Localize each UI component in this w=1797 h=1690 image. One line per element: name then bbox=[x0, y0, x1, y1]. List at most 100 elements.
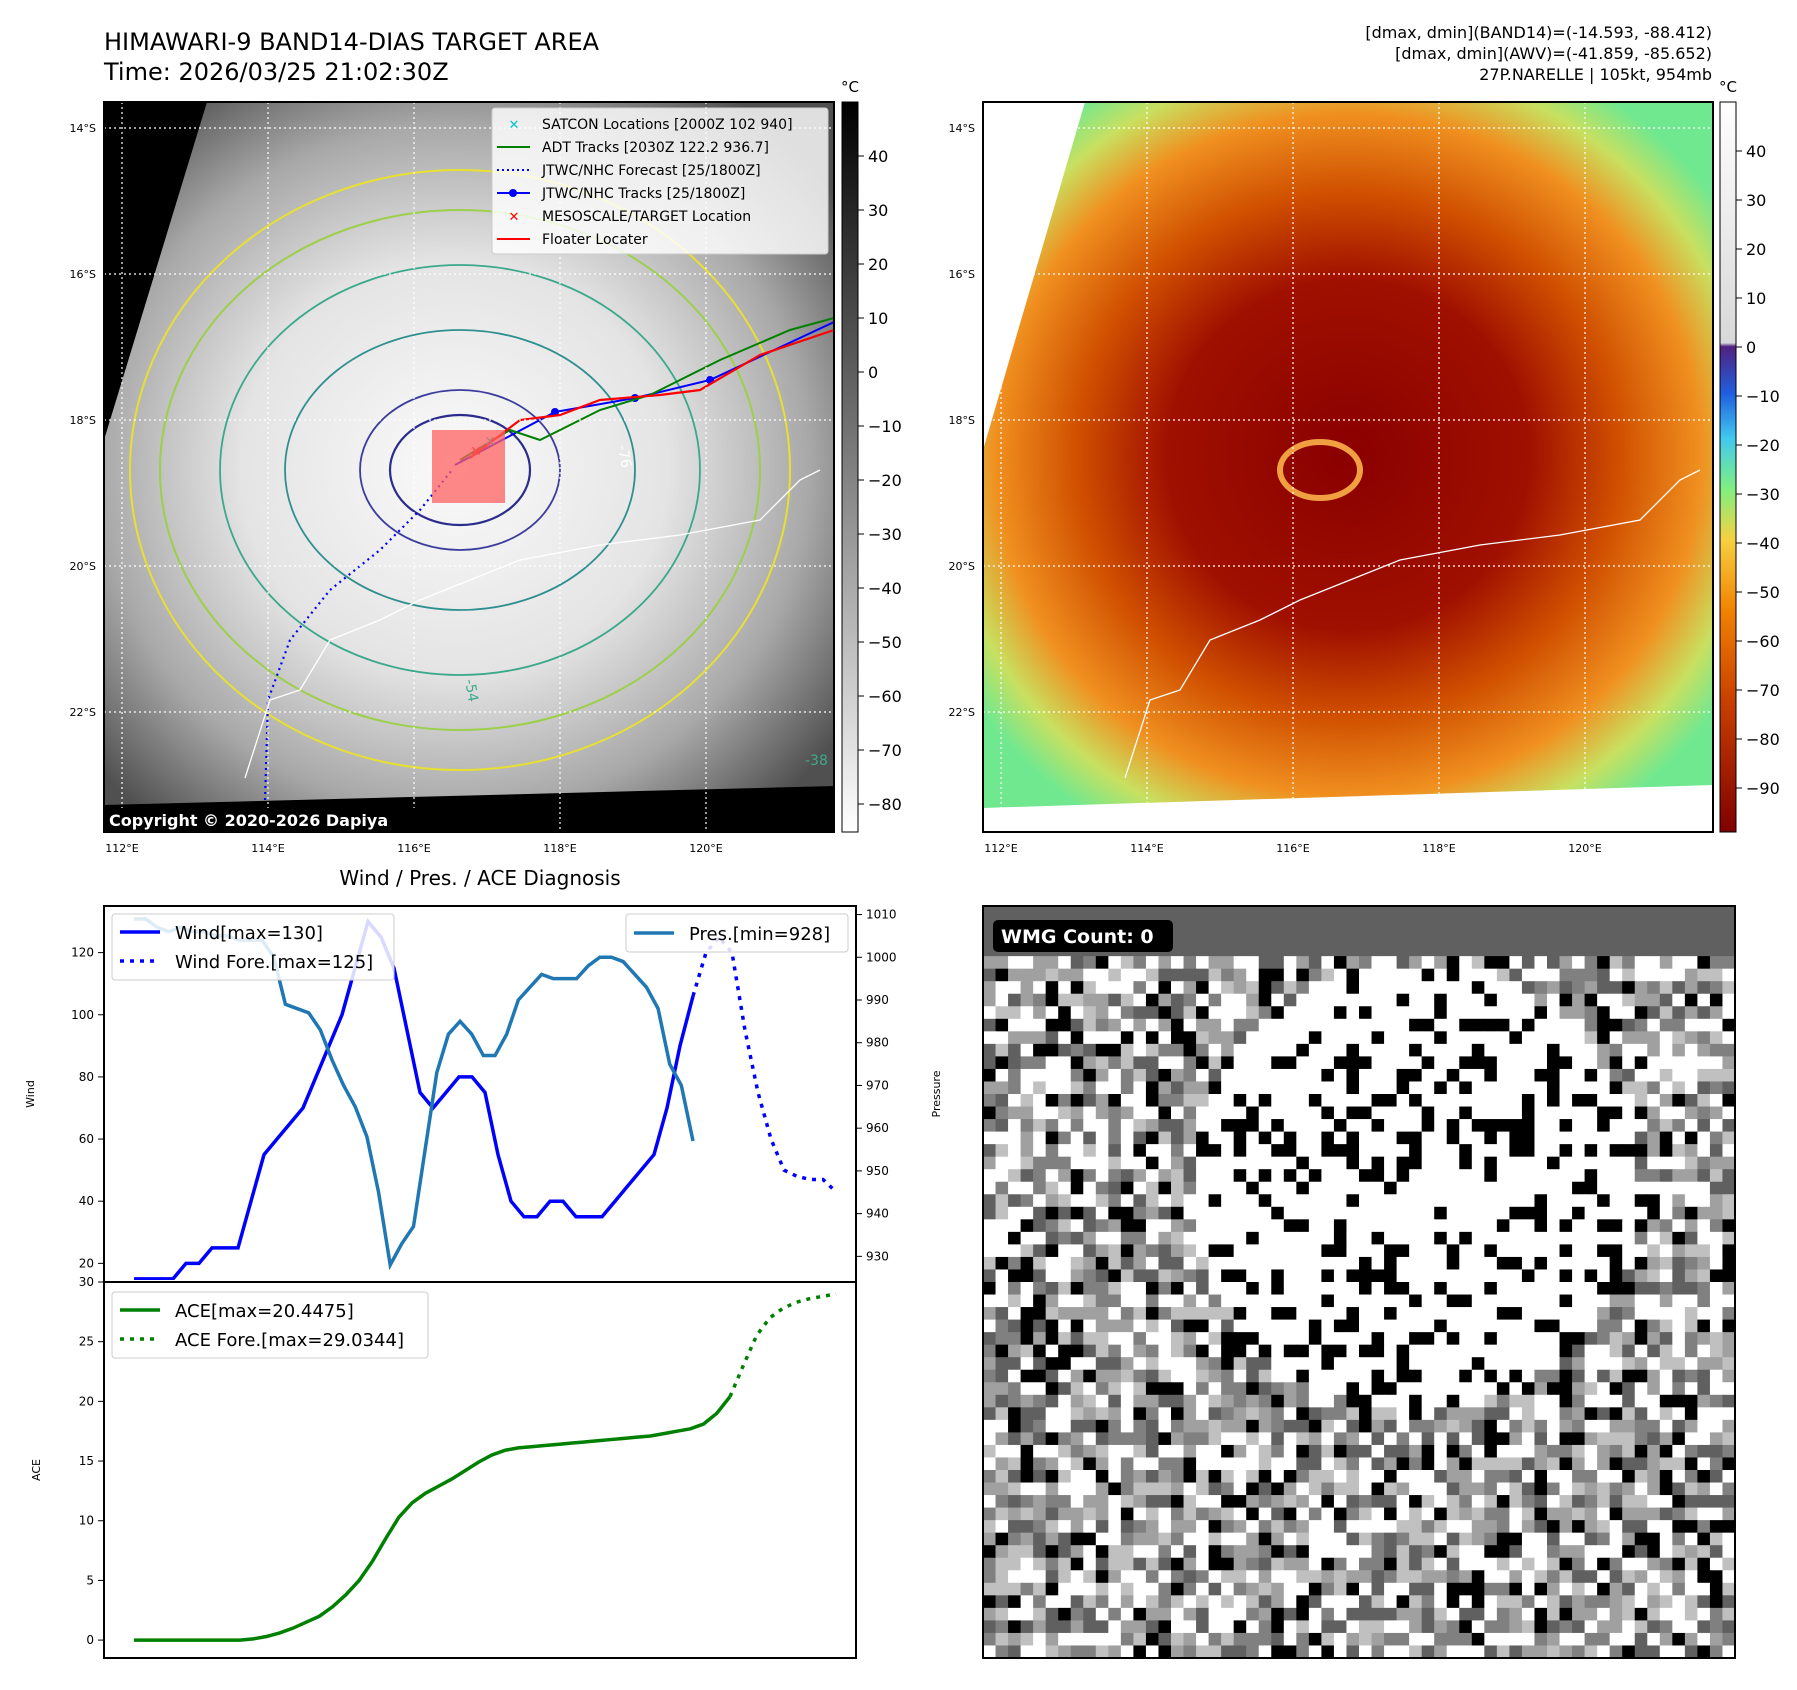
wmg-cell bbox=[1271, 1595, 1285, 1609]
contour-ring bbox=[388, 413, 532, 527]
wmg-cell bbox=[983, 1181, 997, 1195]
wmg-cell bbox=[1183, 1432, 1197, 1446]
wmg-cell bbox=[1409, 1432, 1423, 1446]
wmg-cell bbox=[1547, 1144, 1561, 1158]
wmg-cell bbox=[1145, 1332, 1159, 1346]
wmg-cell bbox=[1547, 968, 1561, 982]
wmg-cell bbox=[1722, 1332, 1735, 1346]
eye-ring bbox=[1277, 439, 1363, 501]
wmg-cell bbox=[1584, 1018, 1598, 1032]
wmg-cell bbox=[1183, 1570, 1197, 1584]
wmg-cell bbox=[1145, 1181, 1159, 1195]
wmg-cell bbox=[1534, 1144, 1548, 1158]
wmg-cell bbox=[1547, 1056, 1561, 1070]
wmg-cell bbox=[1033, 1457, 1047, 1471]
legend-label: SATCON Locations [2000Z 102 940] bbox=[542, 117, 793, 133]
wmg-cell bbox=[1672, 1094, 1686, 1108]
wmg-cell bbox=[1421, 1194, 1435, 1208]
wmg-cell bbox=[1534, 1106, 1548, 1120]
wmg-cell bbox=[1371, 1094, 1385, 1108]
wmg-cell bbox=[1597, 1545, 1611, 1559]
wmg-cell bbox=[995, 1482, 1009, 1496]
wmg-cell bbox=[1070, 1457, 1084, 1471]
wmg-cell bbox=[1208, 1570, 1222, 1584]
wmg-cell bbox=[1208, 1520, 1222, 1534]
wmg-cell bbox=[1095, 1169, 1109, 1183]
wmg-cell bbox=[1296, 1181, 1310, 1195]
wmg-cell bbox=[1534, 1407, 1548, 1421]
wmg-cell bbox=[1158, 1419, 1172, 1433]
wmg-cell bbox=[1471, 1119, 1485, 1133]
wmg-cell bbox=[1183, 1357, 1197, 1371]
wmg-cell bbox=[1258, 1006, 1272, 1020]
wmg-cell bbox=[1070, 1081, 1084, 1095]
wmg-cell bbox=[1033, 1570, 1047, 1584]
wmg-cell bbox=[1672, 1520, 1686, 1534]
wmg-cell bbox=[1434, 1156, 1448, 1170]
colorbar-tick-label: −10 bbox=[868, 417, 902, 436]
wmg-cell bbox=[1547, 1131, 1561, 1145]
wmg-cell bbox=[1434, 1282, 1448, 1296]
wmg-cell bbox=[1020, 1570, 1034, 1584]
wmg-cell bbox=[995, 1043, 1009, 1057]
wmg-cell bbox=[1659, 993, 1673, 1007]
wmg-cell bbox=[1246, 1119, 1260, 1133]
wmg-cell bbox=[1622, 1269, 1636, 1283]
wmg-cell bbox=[1246, 1482, 1260, 1496]
wmg-cell bbox=[983, 1607, 997, 1621]
wmg-cell bbox=[1647, 1068, 1661, 1082]
wmg-cell bbox=[1158, 1332, 1172, 1346]
wmg-cell bbox=[1058, 1332, 1072, 1346]
wmg-cell bbox=[1409, 1382, 1423, 1396]
map-gridlines bbox=[983, 102, 1713, 832]
wmg-cell bbox=[1033, 981, 1047, 995]
wmg-cell bbox=[1120, 1482, 1134, 1496]
wmg-cell bbox=[1133, 1319, 1147, 1333]
wmg-cell bbox=[1133, 1645, 1147, 1658]
wmg-cell bbox=[1296, 993, 1310, 1007]
wmg-cell bbox=[995, 1294, 1009, 1308]
wmg-cell bbox=[1133, 1294, 1147, 1308]
wmg-cell bbox=[1171, 1106, 1185, 1120]
wmg-cell bbox=[1359, 1194, 1373, 1208]
wmg-cell bbox=[1033, 1582, 1047, 1596]
wmg-cell bbox=[1384, 1169, 1398, 1183]
wmg-cell bbox=[1484, 1545, 1498, 1559]
wmg-cell bbox=[1496, 1394, 1510, 1408]
wmg-cell bbox=[1484, 1432, 1498, 1446]
wmg-cell bbox=[1446, 1219, 1460, 1233]
wmg-cell bbox=[1446, 1632, 1460, 1646]
wind-ytick-label: 60 bbox=[79, 1132, 94, 1146]
wmg-cell bbox=[1095, 1595, 1109, 1609]
storm-info: 27P.NARELLE | 105kt, 954mb bbox=[1479, 65, 1712, 84]
wmg-cell bbox=[1509, 1457, 1523, 1471]
wmg-cell bbox=[1496, 1319, 1510, 1333]
wmg-cell bbox=[1697, 1495, 1711, 1509]
wmg-cell bbox=[1484, 1169, 1498, 1183]
wmg-cell bbox=[1547, 1282, 1561, 1296]
wmg-cell bbox=[1246, 1169, 1260, 1183]
wmg-cell bbox=[983, 1582, 997, 1596]
wmg-cell bbox=[1296, 931, 1310, 945]
wmg-cell bbox=[1521, 1507, 1535, 1521]
wmg-cell bbox=[1346, 981, 1360, 995]
wmg-cell bbox=[1020, 1369, 1034, 1383]
wmg-cell bbox=[1196, 1482, 1210, 1496]
colorbar-unit: °C bbox=[1719, 78, 1737, 96]
wmg-cell bbox=[1647, 1156, 1661, 1170]
wmg-cell bbox=[1095, 1106, 1109, 1120]
wmg-cell bbox=[1684, 931, 1698, 945]
wmg-cell bbox=[1384, 1620, 1398, 1634]
wmg-cell bbox=[1171, 1219, 1185, 1233]
wmg-cell bbox=[1008, 1407, 1022, 1421]
wmg-cell bbox=[1384, 1256, 1398, 1270]
wmg-cell bbox=[1622, 1645, 1636, 1658]
wmg-cell bbox=[983, 1282, 997, 1296]
wmg-cell bbox=[1158, 1018, 1172, 1032]
wmg-cell bbox=[1521, 1382, 1535, 1396]
wmg-cell bbox=[1183, 1169, 1197, 1183]
wmg-cell bbox=[1709, 1457, 1723, 1471]
wmg-cell bbox=[1471, 1332, 1485, 1346]
wmg-cell bbox=[1058, 1194, 1072, 1208]
wmg-cell bbox=[1684, 1369, 1698, 1383]
